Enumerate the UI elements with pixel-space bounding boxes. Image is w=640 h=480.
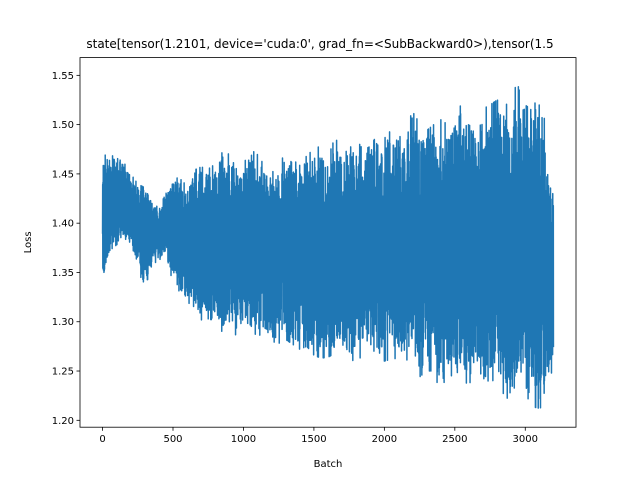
x-tick-label: 500 [163, 434, 182, 445]
y-axis-ticks: 1.20 1.25 1.30 1.35 1.40 1.45 1.50 1.55 [52, 71, 80, 427]
x-tick-label: 1000 [231, 434, 256, 445]
x-tick-label: 0 [99, 434, 105, 445]
y-tick-label: 1.55 [52, 71, 74, 82]
x-tick-label: 1500 [301, 434, 326, 445]
y-tick-label: 1.20 [52, 416, 74, 427]
y-axis-label: Loss [23, 231, 34, 253]
y-tick-label: 1.35 [52, 268, 74, 279]
x-tick-label: 3000 [513, 434, 538, 445]
loss-line [101, 85, 555, 409]
y-tick-label: 1.50 [52, 120, 74, 131]
x-tick-label: 2500 [442, 434, 467, 445]
y-tick-label: 1.40 [52, 219, 74, 230]
x-axis-label: Batch [314, 459, 343, 470]
x-axis-ticks: 0 500 1000 1500 2000 2500 3000 [99, 427, 538, 445]
plot-frame [79, 57, 577, 428]
y-tick-label: 1.45 [52, 169, 74, 180]
y-tick-label: 1.30 [52, 317, 74, 328]
chart-title: state[tensor(1.2101, device='cuda:0', gr… [86, 37, 553, 51]
loss-series [101, 85, 555, 409]
y-tick-label: 1.25 [52, 367, 74, 378]
x-tick-label: 2000 [372, 434, 397, 445]
